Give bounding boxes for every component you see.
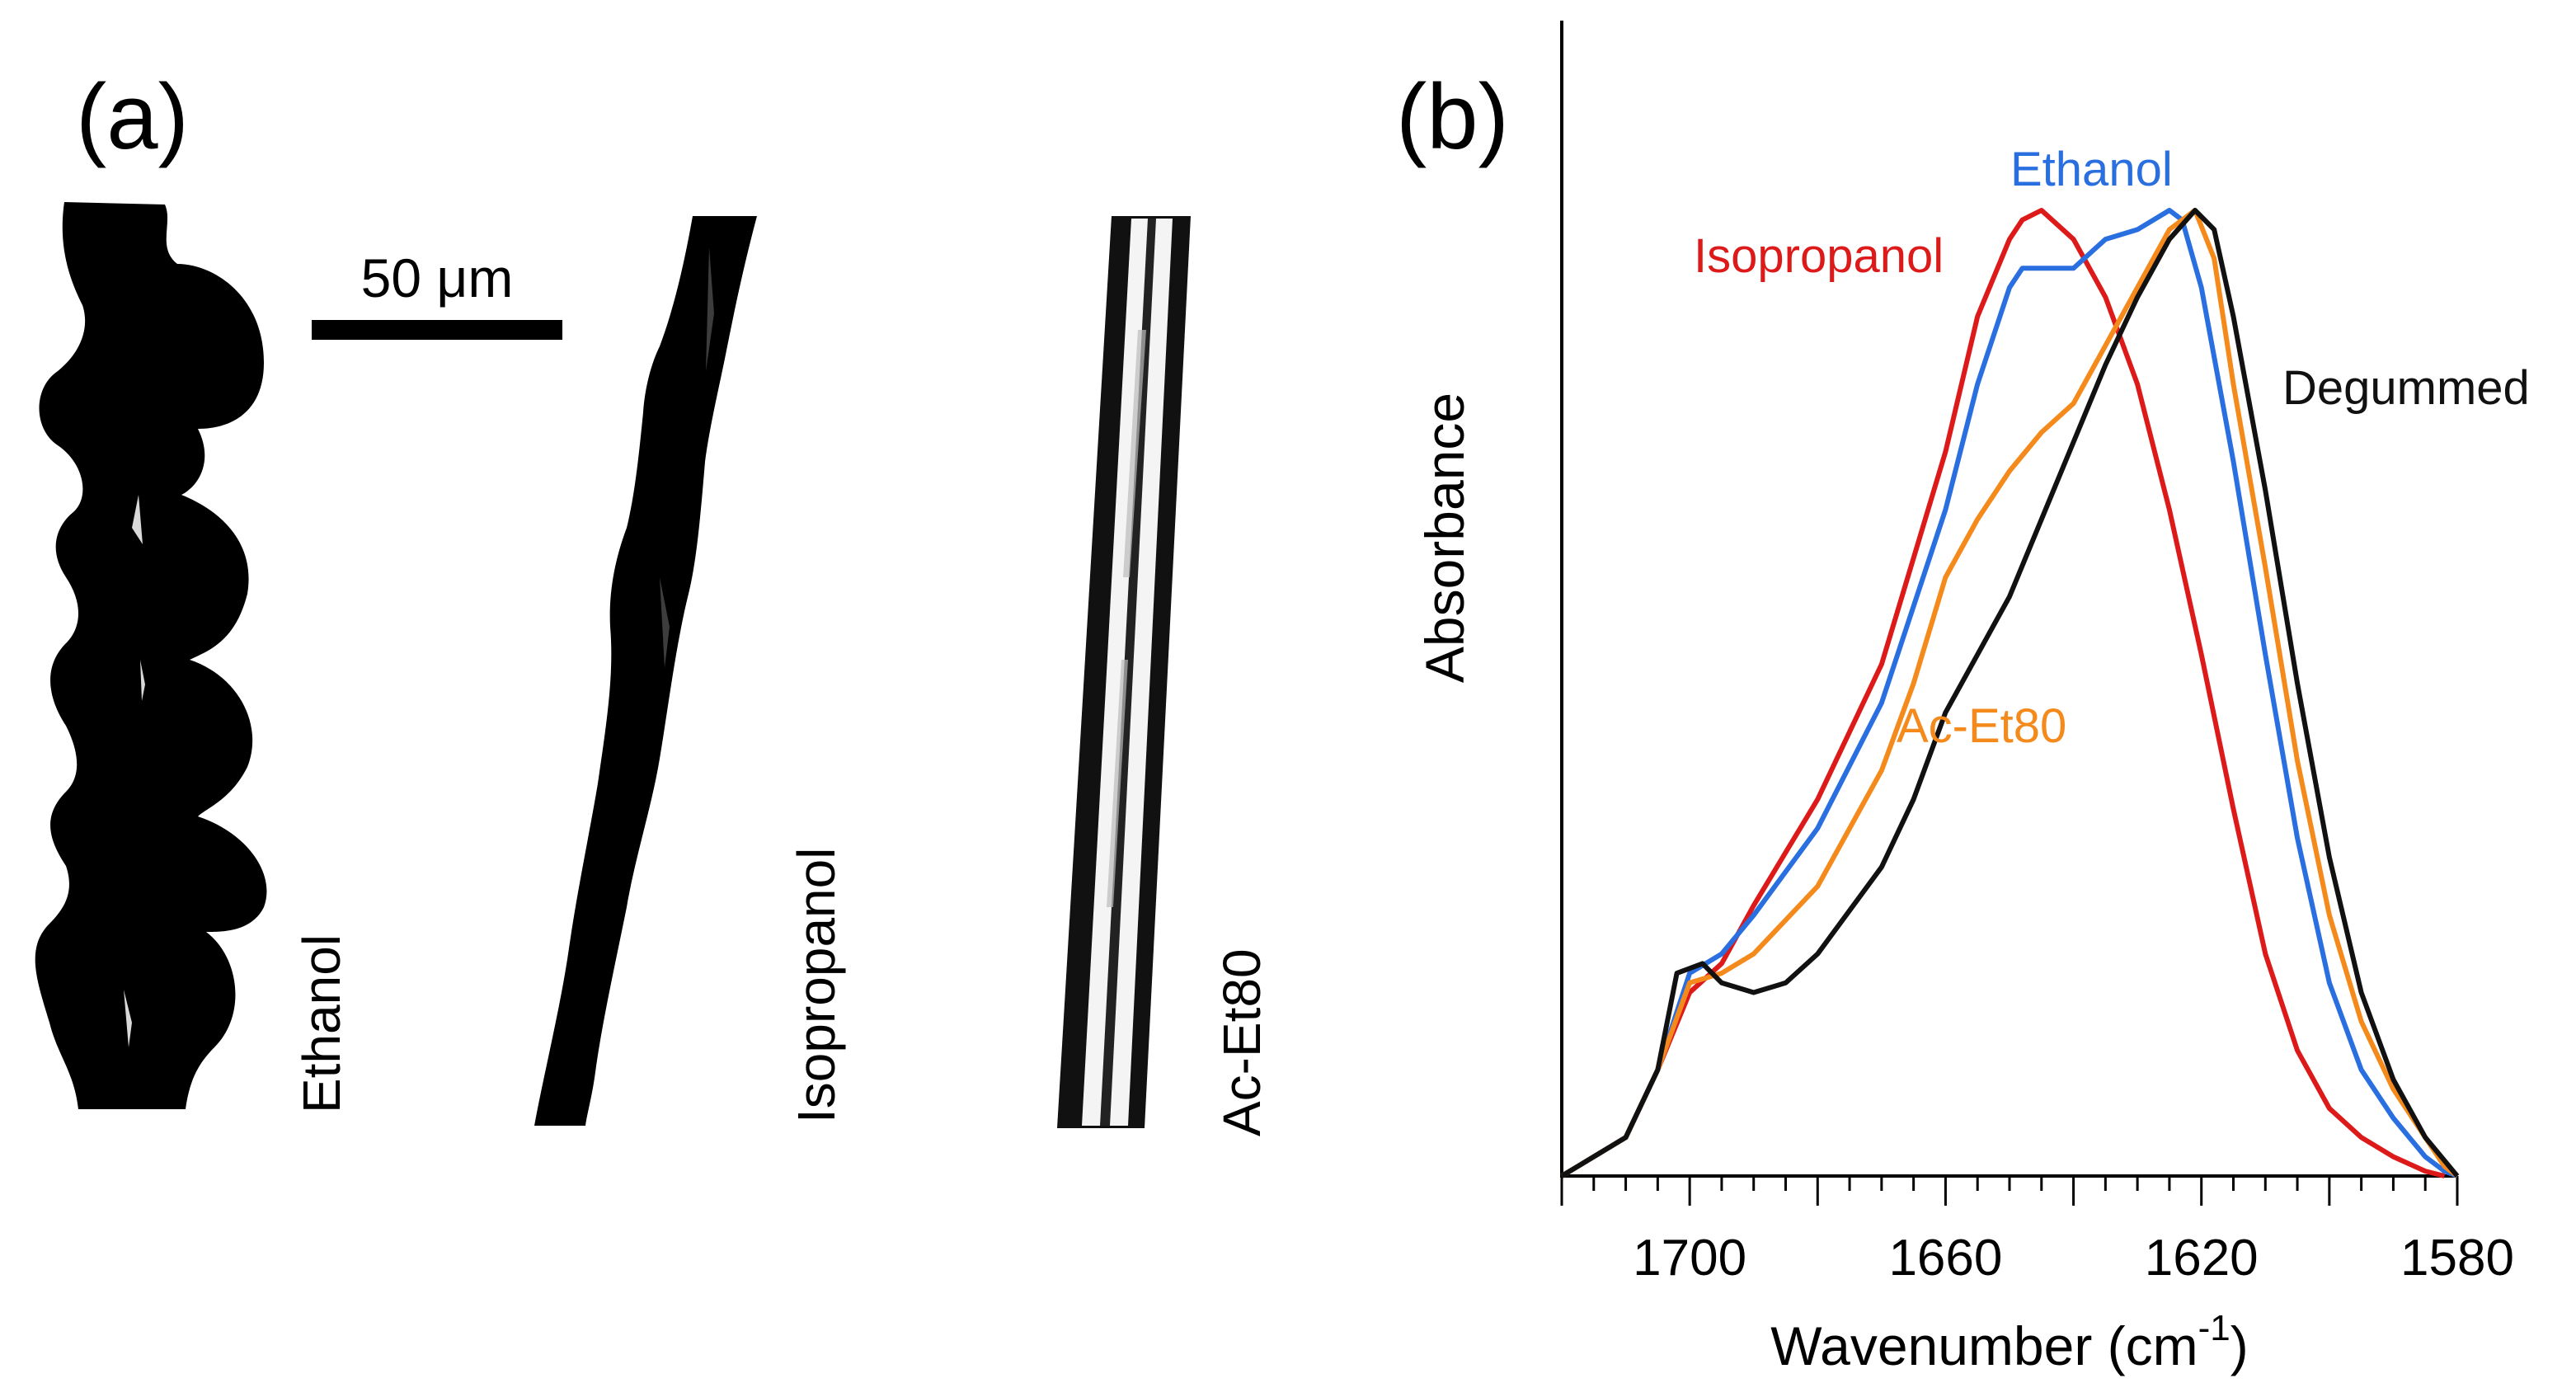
series-group [1560, 208, 2460, 1178]
series-label-isopropanol: Isopropanol [1694, 229, 1944, 283]
panel-a-label: (a) [76, 65, 189, 168]
x-tick-label: 1660 [1888, 1230, 2002, 1287]
series-label-ac-et80: Ac-Et80 [1897, 699, 2066, 753]
series-line-ac-et80 [1560, 208, 2459, 1178]
series-labels: Isopropanol Ethanol Ac-Et80 Degummed [1694, 143, 2530, 753]
panel-a: (a) Ethanol 50 μm Isopropanol Ac-Et80 [35, 65, 1272, 1136]
series-line-ethanol [1560, 208, 2459, 1178]
y-axis-title: Absorbance [1414, 393, 1475, 683]
ethanol-fiber-image [35, 202, 267, 1109]
x-axis-title-superscript: -1 [2198, 1308, 2230, 1348]
ethanol-fiber-label: Ethanol [292, 934, 351, 1113]
isopropanol-fiber-image [534, 216, 757, 1126]
x-axis-title-close: ) [2230, 1315, 2249, 1376]
panel-b: (b) Absorbance 1700 1660 1620 1580 Isopropa… [1396, 21, 2530, 1376]
panel-b-label: (b) [1396, 65, 1509, 168]
x-tick-label: 1700 [1633, 1230, 1746, 1287]
series-label-ethanol: Ethanol [2010, 143, 2173, 196]
scale-bar-label: 50 μm [361, 247, 514, 308]
ac-et80-fiber-label: Ac-Et80 [1212, 948, 1272, 1136]
x-tick-label: 1580 [2400, 1230, 2514, 1287]
x-ticks [1560, 1176, 2459, 1206]
series-line-isopropanol [1560, 208, 2446, 1178]
x-tick-labels: 1700 1660 1620 1580 [1633, 1230, 2514, 1287]
x-axis-title-main: Wavenumber (cm [1770, 1315, 2198, 1376]
isopropanol-fiber-label: Isopropanol [787, 848, 846, 1123]
x-axis-title: Wavenumber (cm-1) [1770, 1308, 2248, 1376]
series-label-degummed: Degummed [2282, 361, 2530, 415]
x-tick-label: 1620 [2145, 1230, 2259, 1287]
ac-et80-fiber-image [1057, 216, 1191, 1128]
series-line-degummed [1560, 208, 2460, 1178]
scale-bar [312, 320, 562, 340]
